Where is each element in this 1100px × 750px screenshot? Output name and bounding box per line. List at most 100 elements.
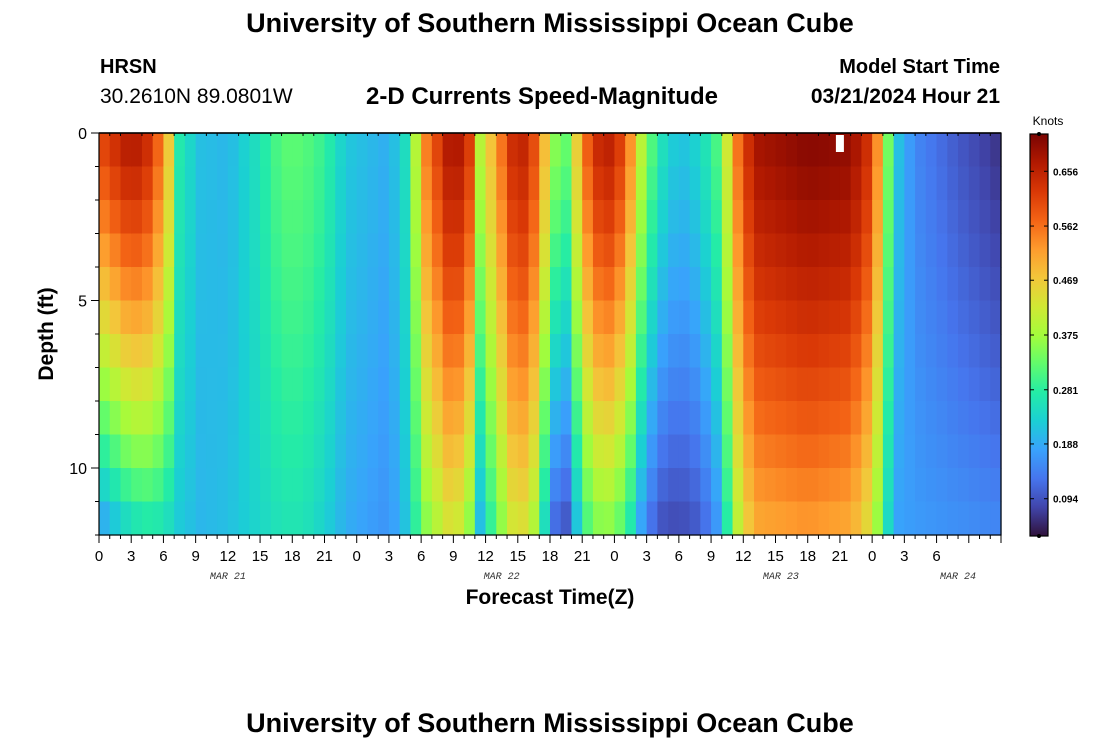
heatmap-cell bbox=[550, 133, 562, 168]
heatmap-cell bbox=[442, 233, 454, 268]
heatmap-cell bbox=[968, 300, 981, 335]
heatmap-cell bbox=[754, 133, 766, 168]
heatmap-cell bbox=[442, 334, 454, 369]
x-tick-label: 0 bbox=[353, 548, 361, 565]
heatmap-cell bbox=[421, 434, 433, 469]
heatmap-cell bbox=[249, 401, 261, 436]
heatmap-cell bbox=[528, 334, 540, 369]
heatmap-cell bbox=[442, 200, 454, 235]
heatmap-cell bbox=[184, 233, 197, 268]
heatmap-cell bbox=[507, 434, 519, 469]
heatmap-cell bbox=[936, 501, 948, 536]
heatmap-cell bbox=[947, 300, 959, 335]
heatmap-cell bbox=[367, 233, 379, 268]
heatmap-cell bbox=[979, 468, 991, 503]
heatmap-cell bbox=[732, 200, 744, 235]
heatmap-cell bbox=[496, 133, 508, 168]
heatmap-cell bbox=[958, 334, 970, 369]
heatmap-cell bbox=[120, 367, 132, 402]
heatmap-cell bbox=[571, 166, 583, 201]
heatmap-cell bbox=[560, 468, 573, 503]
heatmap-cell bbox=[711, 468, 723, 503]
heatmap-cell bbox=[496, 367, 508, 402]
heatmap-cell bbox=[410, 367, 422, 402]
heatmap-cell bbox=[141, 267, 154, 302]
heatmap-cell bbox=[227, 434, 240, 469]
heatmap-cell bbox=[711, 233, 723, 268]
heatmap-cell bbox=[206, 434, 218, 469]
heatmap-cell bbox=[485, 367, 497, 402]
heatmap-cell bbox=[442, 501, 454, 536]
heatmap-cell bbox=[109, 200, 122, 235]
heatmap-cell bbox=[861, 267, 873, 302]
heatmap-cell bbox=[388, 401, 401, 436]
heatmap-cell bbox=[947, 334, 959, 369]
x-tick-label: 15 bbox=[252, 548, 269, 565]
heatmap-cell bbox=[829, 200, 841, 235]
heatmap-cell bbox=[711, 300, 723, 335]
heatmap-cell bbox=[324, 200, 336, 235]
heatmap-cell bbox=[431, 367, 444, 402]
heatmap-cell bbox=[335, 200, 347, 235]
heatmap-cell bbox=[689, 401, 701, 436]
heatmap-cell bbox=[592, 300, 605, 335]
colorbar-ticks: 0.656 0.562 0.469 0.375 0.281 0.188 0.094 bbox=[1030, 132, 1078, 538]
heatmap-cell bbox=[356, 434, 369, 469]
heatmap-cell bbox=[378, 300, 390, 335]
heatmap-cell bbox=[496, 501, 508, 536]
heatmap-cell bbox=[485, 468, 497, 503]
heatmap-cell bbox=[421, 233, 433, 268]
heatmap-cell bbox=[807, 367, 820, 402]
heatmap-cell bbox=[754, 501, 766, 536]
heatmap-cell bbox=[968, 434, 981, 469]
heatmap-cell bbox=[431, 200, 444, 235]
heatmap-cell bbox=[485, 401, 497, 436]
heatmap-cell bbox=[238, 334, 250, 369]
heatmap-cell bbox=[399, 501, 412, 536]
heatmap-cell bbox=[238, 233, 250, 268]
heatmap-cell bbox=[872, 367, 884, 402]
heatmap-cell bbox=[356, 367, 369, 402]
heatmap-cell bbox=[872, 166, 884, 201]
heatmap-cell bbox=[109, 166, 122, 201]
heatmap-cell bbox=[217, 233, 229, 268]
heatmap-cell bbox=[184, 501, 197, 536]
heatmap-cell bbox=[410, 468, 422, 503]
colorbar-end-dot bbox=[1037, 132, 1041, 136]
heatmap-cell bbox=[131, 300, 143, 335]
heatmap-cell bbox=[872, 334, 884, 369]
heatmap-cell bbox=[592, 401, 605, 436]
heatmap-cell bbox=[635, 468, 648, 503]
heatmap-cell bbox=[678, 434, 691, 469]
heatmap-cell bbox=[904, 233, 916, 268]
heatmap-cell bbox=[958, 133, 970, 168]
heatmap-cell bbox=[464, 434, 476, 469]
y-tick-label: 5 bbox=[78, 294, 87, 311]
heatmap-cell bbox=[227, 166, 240, 201]
heatmap-cell bbox=[184, 401, 197, 436]
heatmap-cell bbox=[195, 200, 207, 235]
heatmap-cell bbox=[453, 367, 465, 402]
x-tick-label: 3 bbox=[642, 548, 650, 565]
heatmap-cell bbox=[754, 166, 766, 201]
heatmap-cell bbox=[270, 468, 283, 503]
heatmap-cell bbox=[657, 501, 669, 536]
heatmap-cell bbox=[689, 367, 701, 402]
heatmap-cell bbox=[668, 334, 680, 369]
heatmap-cell bbox=[335, 401, 347, 436]
heatmap-cell bbox=[399, 267, 412, 302]
heatmap-cell bbox=[560, 133, 573, 168]
heatmap-cell bbox=[678, 233, 691, 268]
heatmap-cell bbox=[464, 166, 476, 201]
heatmap-cell bbox=[550, 267, 562, 302]
heatmap-cell bbox=[807, 133, 820, 168]
heatmap-cell bbox=[743, 267, 755, 302]
heatmap-cell bbox=[796, 367, 809, 402]
heatmap-cell bbox=[678, 267, 691, 302]
heatmap-cell bbox=[120, 267, 132, 302]
heatmap-cell bbox=[442, 367, 454, 402]
heatmap-cell bbox=[249, 468, 261, 503]
heatmap-cell bbox=[775, 133, 787, 168]
heatmap-cell bbox=[313, 367, 326, 402]
heatmap-cell bbox=[356, 300, 369, 335]
